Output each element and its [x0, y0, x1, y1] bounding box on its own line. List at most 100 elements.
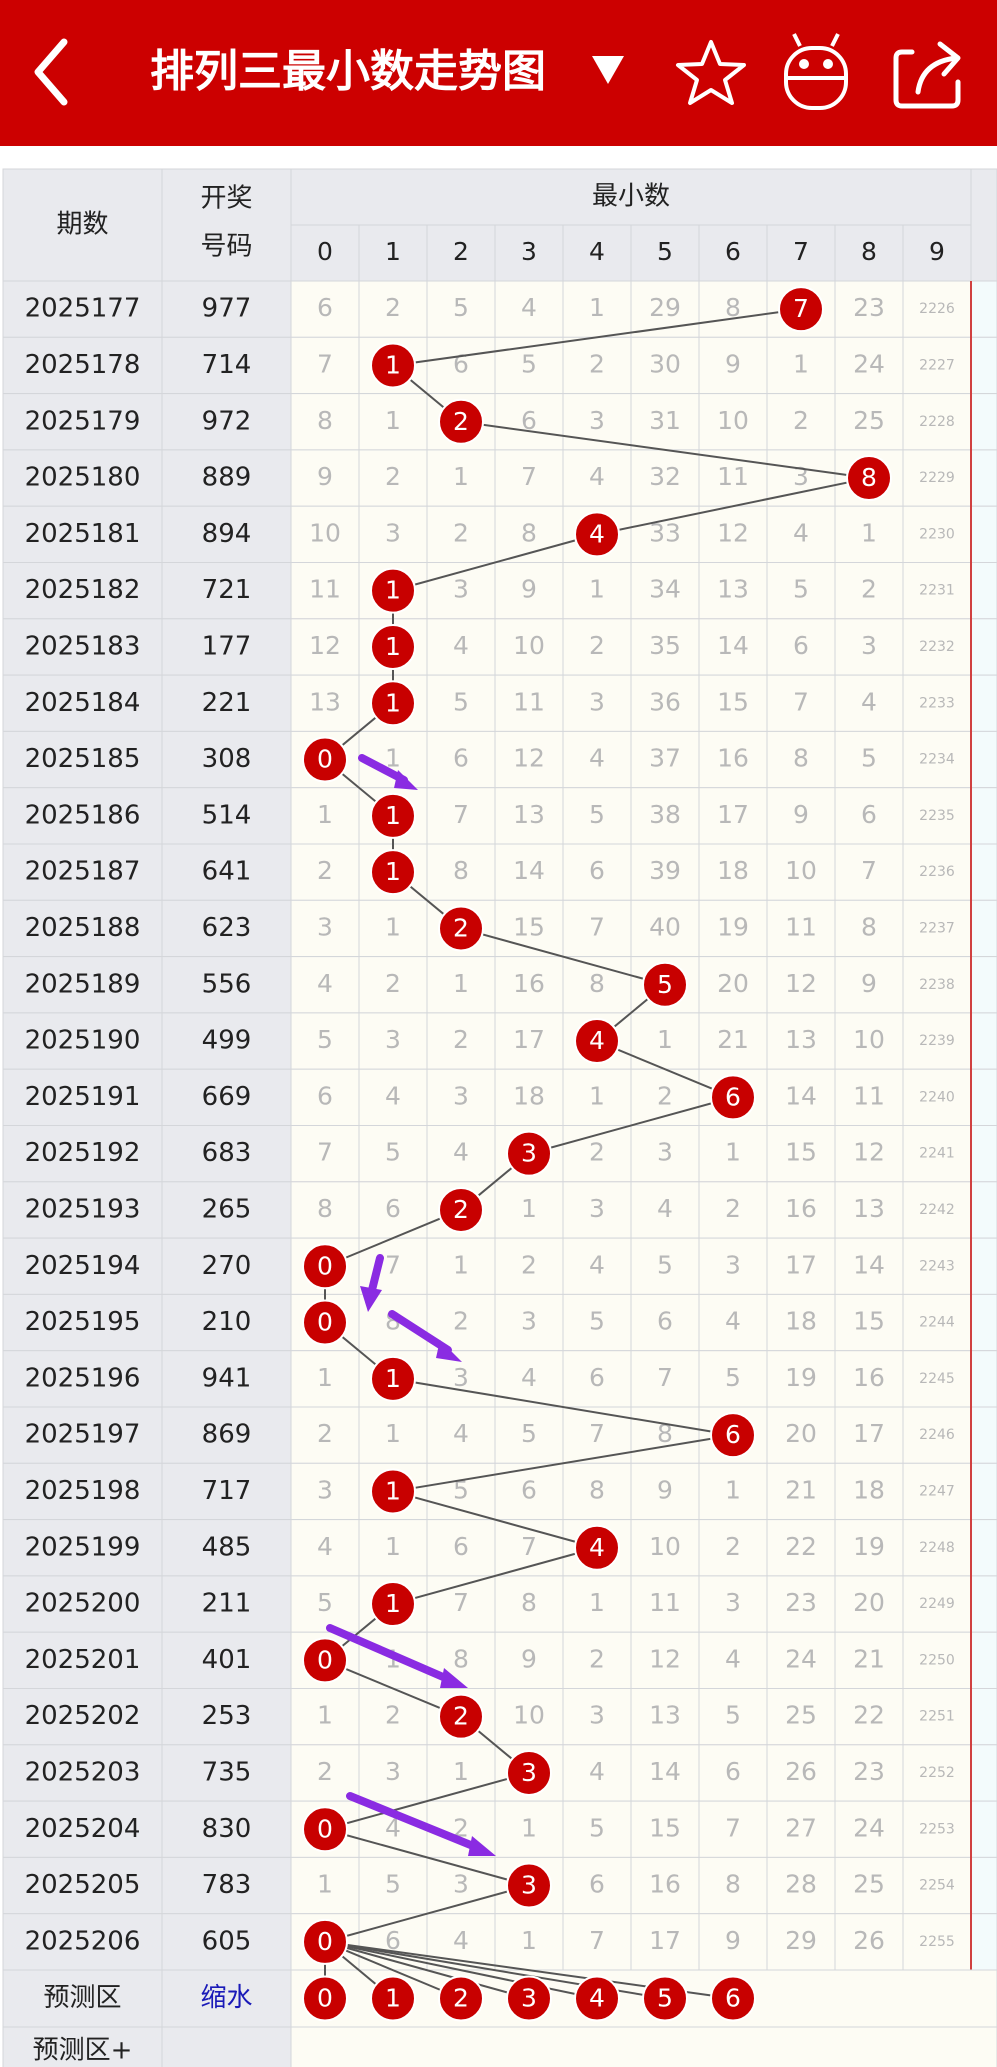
- grid-cell: [902, 1913, 972, 1971]
- miss-count: 25: [853, 1870, 885, 1899]
- title-dropdown[interactable]: [592, 56, 624, 84]
- miss-count: 6: [589, 1363, 605, 1392]
- min-digit: 0: [317, 1645, 333, 1674]
- miss-count: 7: [861, 856, 877, 885]
- miss-count: 6: [657, 1307, 673, 1336]
- miss-count: 5: [589, 1307, 605, 1336]
- page-title[interactable]: 排列三最小数走势图: [150, 46, 546, 97]
- grid-cell: [630, 1181, 700, 1239]
- miss-count: 2255: [919, 1934, 955, 1950]
- min-digit: 4: [589, 519, 605, 548]
- grid-cell: [426, 505, 496, 564]
- prediction-label: 预测区: [43, 1983, 121, 2013]
- min-ball: [710, 1074, 756, 1121]
- side-cell: [970, 1744, 997, 1802]
- period-cell: [2, 1519, 163, 1577]
- draw-number: 869: [202, 1420, 252, 1450]
- miss-count: 7: [589, 1419, 605, 1448]
- grid-cell: [426, 1068, 496, 1126]
- period-cell: [2, 1800, 163, 1858]
- period-cell: [2, 1125, 163, 1183]
- min-digit: 1: [385, 1476, 401, 1505]
- grid-cell: [766, 618, 836, 676]
- draw-number: 556: [202, 969, 252, 999]
- miss-count: 14: [717, 631, 749, 660]
- miss-count: 6: [521, 406, 537, 435]
- miss-count: 1: [453, 462, 469, 491]
- draw-number: 177: [202, 631, 252, 661]
- number-cell: [161, 1012, 292, 1070]
- grid-cell: [834, 1913, 904, 1971]
- favorite-button[interactable]: [676, 40, 746, 105]
- miss-count: 1: [521, 1194, 537, 1223]
- period-cell: [2, 562, 163, 620]
- miss-count: 12: [309, 631, 341, 660]
- miss-count: 11: [853, 1081, 885, 1110]
- grid-cell: [902, 618, 972, 676]
- min-ball: [642, 961, 688, 1008]
- draw-number: 401: [202, 1645, 252, 1675]
- miss-count: 2233: [919, 695, 955, 711]
- miss-count: 9: [725, 349, 741, 378]
- miss-count: 5: [589, 800, 605, 829]
- miss-count: 2246: [919, 1427, 955, 1443]
- number-cell: [161, 1293, 292, 1352]
- miss-count: 7: [589, 912, 605, 941]
- number-cell: [161, 787, 292, 845]
- header-cell: [426, 224, 496, 282]
- miss-count: 12: [853, 1138, 885, 1167]
- share-button[interactable]: [893, 41, 961, 109]
- period: 2025184: [25, 688, 141, 718]
- miss-count: 13: [785, 1025, 817, 1054]
- min-ball: [438, 1693, 484, 1740]
- min-ball: [506, 1130, 552, 1177]
- min-ball: [370, 342, 416, 389]
- robot-button[interactable]: [784, 33, 848, 110]
- miss-count: 4: [521, 293, 537, 322]
- period-cell: [2, 505, 163, 564]
- miss-count: 21: [717, 1025, 749, 1054]
- miss-count: 5: [453, 293, 469, 322]
- back-button[interactable]: [34, 38, 68, 106]
- miss-count: 2: [453, 1307, 469, 1336]
- miss-count: 5: [589, 1813, 605, 1842]
- min-digit: 8: [861, 463, 877, 492]
- grid-cell: [630, 618, 700, 676]
- digit-header: 3: [521, 237, 537, 266]
- grid-cell: [766, 336, 836, 395]
- grid-cell: [494, 1575, 564, 1633]
- column-header: 期数: [56, 210, 108, 240]
- side-cell: [970, 1913, 997, 1971]
- grid-cell: [358, 899, 428, 958]
- grid-cell: [562, 562, 632, 620]
- grid-cell: [834, 1125, 904, 1183]
- grid-cell: [834, 1181, 904, 1239]
- period-cell: [2, 1688, 163, 1746]
- min-ball: [370, 1581, 416, 1628]
- miss-count: 3: [385, 518, 401, 547]
- miss-count: 13: [513, 800, 545, 829]
- grid-cell: [562, 1744, 632, 1802]
- miss-count: 17: [513, 1025, 545, 1054]
- miss-count: 3: [589, 406, 605, 435]
- min-ball: [370, 1355, 416, 1402]
- period: 2025199: [25, 1532, 141, 1562]
- grid-cell: [766, 562, 836, 620]
- grid-cell: [630, 1688, 700, 1746]
- miss-count: 5: [725, 1701, 741, 1730]
- min-ball: [302, 1243, 348, 1290]
- trend-line: [460, 420, 870, 480]
- miss-count: 5: [861, 744, 877, 773]
- miss-count: 28: [785, 1870, 817, 1899]
- digit-header: 2: [453, 237, 469, 266]
- period: 2025193: [25, 1194, 141, 1224]
- grid-cell: [562, 899, 632, 958]
- miss-count: 2254: [919, 1878, 955, 1894]
- miss-count: 2: [317, 1757, 333, 1786]
- grid-cell: [902, 899, 972, 958]
- miss-count: 2: [725, 1532, 741, 1561]
- grid-cell: [902, 1350, 972, 1408]
- header-cell: [494, 224, 564, 282]
- draw-number: 721: [202, 575, 252, 605]
